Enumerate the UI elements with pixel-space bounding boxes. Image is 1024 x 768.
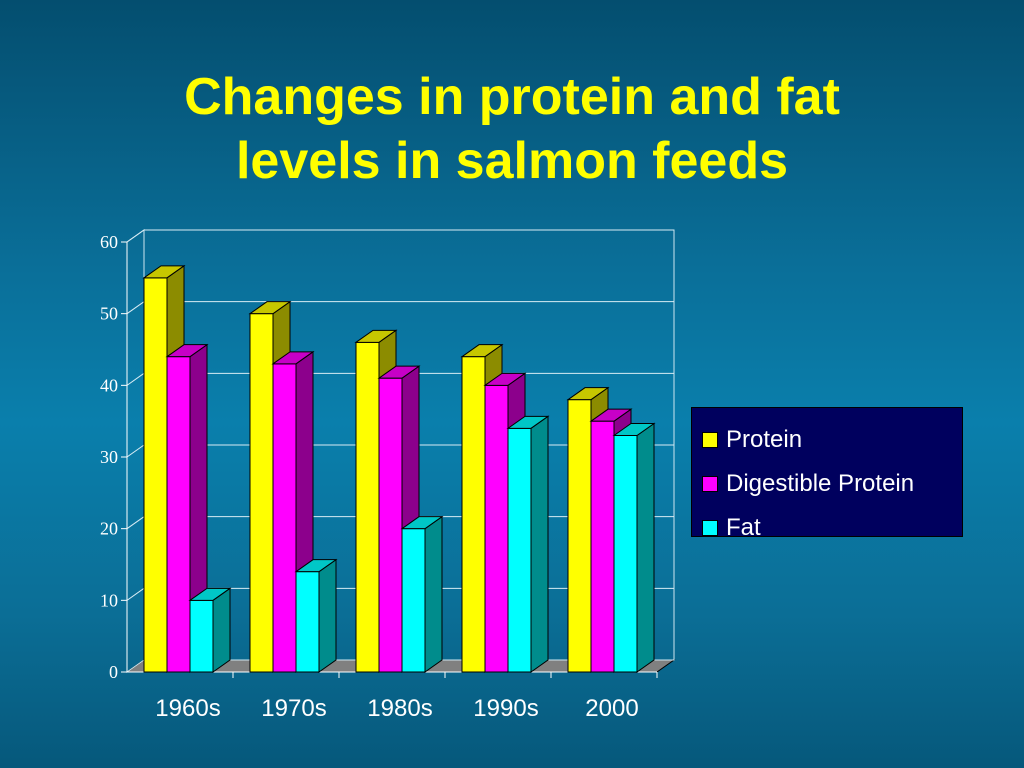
y-tick-label: 0 (109, 662, 118, 682)
legend-label-digestible-protein: Digestible Protein (726, 470, 915, 497)
bar-top-fat-1970s (294, 559, 338, 573)
x-tick-label-1990s: 1990s (473, 695, 538, 722)
x-tick-label-1980s: 1980s (367, 695, 432, 722)
gridline-depth (126, 372, 145, 386)
bar-top-digestible-protein-2000 (589, 408, 633, 422)
chart-legend: Protein Digestible Protein Fat (691, 407, 963, 541)
y-tick-label: 60 (100, 232, 118, 252)
legend-swatch-digestible-protein (702, 476, 718, 492)
legend-item-digestible-protein: Digestible Protein (702, 462, 962, 506)
x-tick-label-1970s: 1970s (261, 695, 326, 722)
bar-protein-1970s (249, 313, 274, 673)
legend-label-fat: Fat (726, 514, 761, 541)
y-tick-label: 50 (100, 304, 118, 324)
bar-top-digestible-protein-1990s (483, 372, 527, 386)
bar-top-fat-1960s (188, 587, 232, 601)
bar-digestible-protein-2000 (590, 420, 615, 673)
chart-title: Changes in protein and fat levels in sal… (0, 65, 1024, 193)
bar-side-fat-1980s (424, 515, 443, 673)
bar-top-protein-1970s (248, 301, 292, 315)
bar-top-fat-1980s (400, 516, 444, 530)
gridline-depth (126, 444, 145, 458)
bar-side-fat-2000 (636, 422, 655, 673)
title-line-2: levels in salmon feeds (235, 131, 789, 190)
bar-top-protein-1990s (460, 344, 504, 358)
gridline-depth (126, 516, 145, 530)
y-tick-label: 10 (100, 590, 118, 610)
bar-top-protein-1960s (142, 265, 186, 279)
bar-fat-1980s (401, 528, 426, 673)
bar-top-protein-1980s (354, 329, 398, 343)
bar-protein-2000 (567, 399, 592, 673)
bar-protein-1960s (143, 277, 168, 673)
y-tick-label: 20 (100, 519, 118, 539)
gridline-depth (126, 229, 145, 243)
gridline-depth (126, 587, 145, 601)
x-tick-label-2000: 2000 (585, 695, 638, 722)
bar-digestible-protein-1970s (272, 363, 297, 673)
bar-side-fat-1990s (530, 415, 549, 673)
bar-protein-1980s (355, 341, 380, 673)
bar-top-fat-1990s (506, 415, 550, 429)
legend-swatch-protein (702, 432, 718, 448)
bar-top-digestible-protein-1960s (165, 344, 209, 358)
bar-fat-2000 (613, 435, 638, 673)
y-tick-label: 30 (100, 447, 118, 467)
legend-label-protein: Protein (726, 426, 803, 453)
bar-top-digestible-protein-1980s (377, 365, 421, 379)
bar-top-protein-2000 (566, 387, 610, 401)
legend-item-protein: Protein (702, 418, 962, 462)
bar-top-digestible-protein-1970s (271, 351, 315, 365)
bar-side-fat-1960s (212, 587, 231, 673)
bar-side-fat-1970s (318, 558, 337, 673)
bar-fat-1970s (295, 571, 320, 673)
bar-top-fat-2000 (612, 423, 656, 436)
bar-digestible-protein-1980s (378, 377, 403, 673)
x-tick-label-1960s: 1960s (155, 695, 220, 722)
bar-protein-1990s (461, 356, 486, 673)
title-line-1: Changes in protein and fat (184, 67, 840, 126)
legend-swatch-fat (702, 520, 718, 536)
gridline-depth (126, 301, 145, 315)
y-tick-label: 40 (100, 375, 118, 395)
legend-item-fat: Fat (702, 506, 962, 550)
bar-digestible-protein-1990s (484, 384, 509, 673)
bar-digestible-protein-1960s (166, 356, 191, 673)
bar-fat-1960s (189, 599, 214, 673)
bar-fat-1990s (507, 427, 532, 673)
